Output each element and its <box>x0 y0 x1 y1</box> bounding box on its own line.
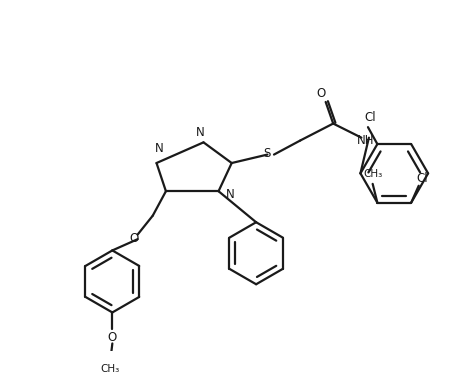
Text: O: O <box>316 87 326 100</box>
Text: O: O <box>108 331 117 344</box>
Text: Cl: Cl <box>417 172 428 185</box>
Text: S: S <box>264 147 271 160</box>
Text: N: N <box>155 142 164 155</box>
Text: O: O <box>129 232 138 245</box>
Text: CH₃: CH₃ <box>363 170 382 179</box>
Text: CH₃: CH₃ <box>101 364 120 372</box>
Text: N: N <box>226 187 234 201</box>
Text: Cl: Cl <box>364 111 375 124</box>
Text: NH: NH <box>357 134 375 147</box>
Text: N: N <box>196 125 205 138</box>
